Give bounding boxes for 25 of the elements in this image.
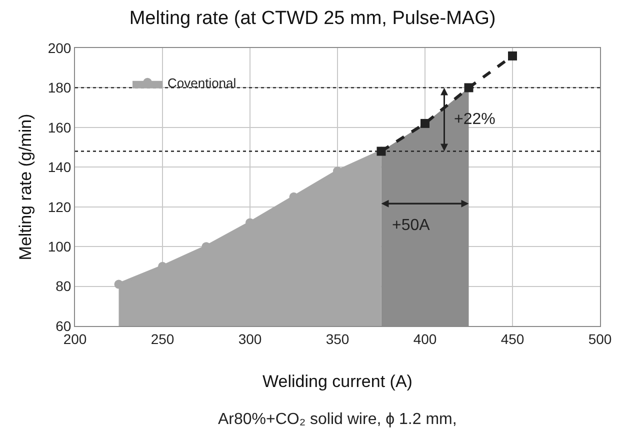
y-tick-label: 140 xyxy=(48,159,72,176)
y-tick-label: 100 xyxy=(48,238,72,254)
x-tick-label: 250 xyxy=(150,330,174,347)
x-tick-label: 500 xyxy=(588,330,612,347)
x-tick-label: 450 xyxy=(500,330,524,347)
x-tick-label: 350 xyxy=(326,330,350,347)
y-tick-label: 60 xyxy=(56,318,72,334)
y-axis-title: Melting rate (g/min) xyxy=(16,114,35,260)
point xyxy=(420,118,430,128)
y-tick-label: 200 xyxy=(48,40,72,56)
y-tick-label: 180 xyxy=(48,80,72,96)
y-tick-label: 80 xyxy=(56,278,72,294)
point xyxy=(464,83,474,92)
x-tick-label: 300 xyxy=(238,330,262,347)
y-tick-label: 160 xyxy=(48,119,72,136)
y-tick-label: 120 xyxy=(48,198,72,215)
point xyxy=(114,280,124,289)
x-tick-label: 400 xyxy=(413,330,437,347)
text: Ar80%+CO₂ solid wire, ϕ 1.2 mm, xyxy=(218,411,457,428)
point xyxy=(508,51,517,60)
annotation: +22% xyxy=(454,111,496,128)
chart-title: Melting rate (at CTWD 25 mm, Pulse-MAG) xyxy=(129,8,496,30)
annotation: +50A xyxy=(392,217,430,234)
x-axis-title: Weliding current (A) xyxy=(262,372,412,391)
legend-label: Coventional xyxy=(168,75,236,90)
